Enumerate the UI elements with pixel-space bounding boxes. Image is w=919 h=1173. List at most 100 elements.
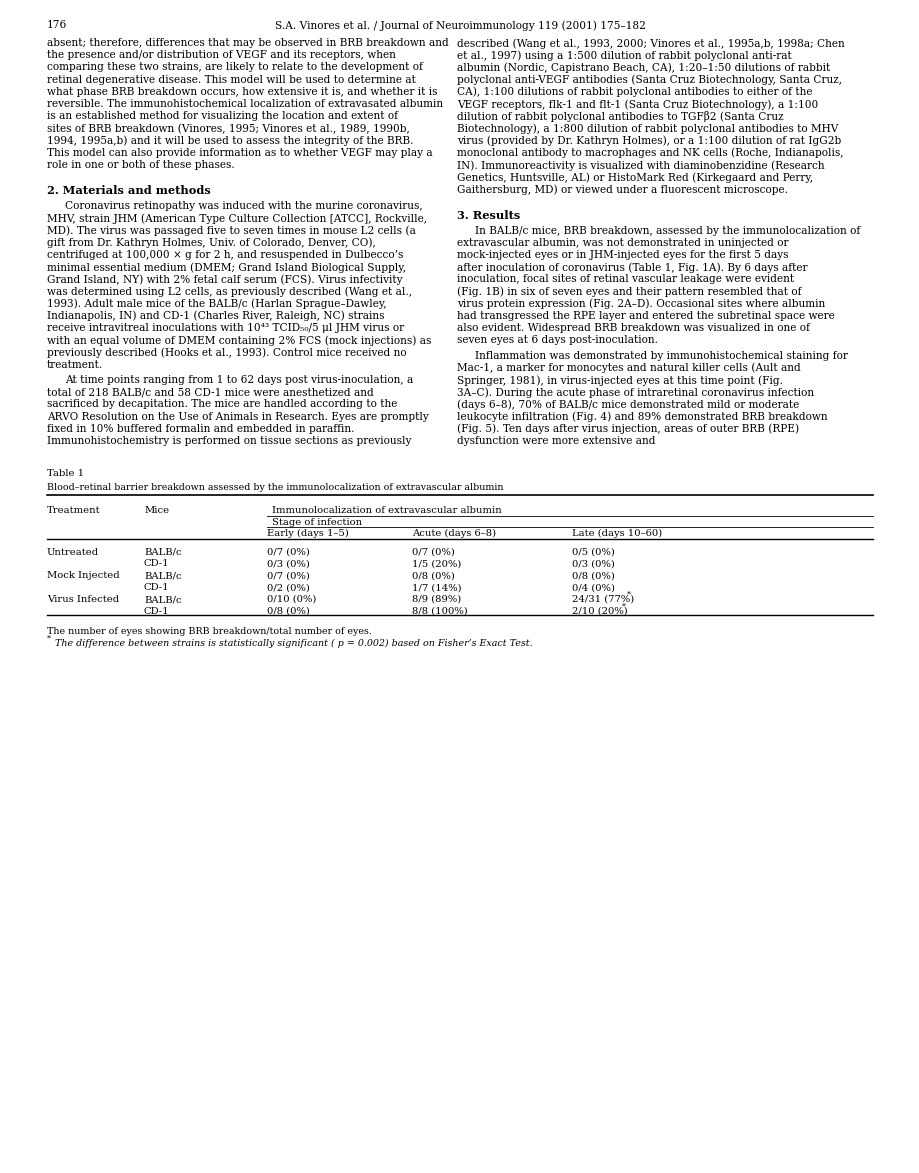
Text: Gaithersburg, MD) or viewed under a fluorescent microscope.: Gaithersburg, MD) or viewed under a fluo… <box>457 184 788 195</box>
Text: 0/10 (0%): 0/10 (0%) <box>267 595 316 604</box>
Text: BALB/c: BALB/c <box>144 571 181 581</box>
Text: inoculation, focal sites of retinal vascular leakage were evident: inoculation, focal sites of retinal vasc… <box>457 274 793 284</box>
Text: is an established method for visualizing the location and extent of: is an established method for visualizing… <box>47 111 398 121</box>
Text: (Fig. 1B) in six of seven eyes and their pattern resembled that of: (Fig. 1B) in six of seven eyes and their… <box>457 286 800 297</box>
Text: Mice: Mice <box>144 507 169 515</box>
Text: fixed in 10% buffered formalin and embedded in paraffin.: fixed in 10% buffered formalin and embed… <box>47 423 354 434</box>
Text: 176: 176 <box>47 20 67 30</box>
Text: Early (days 1–5): Early (days 1–5) <box>267 529 348 538</box>
Text: 3A–C). During the acute phase of intraretinal coronavirus infection: 3A–C). During the acute phase of intrare… <box>457 387 813 398</box>
Text: Coronavirus retinopathy was induced with the murine coronavirus,: Coronavirus retinopathy was induced with… <box>65 201 422 211</box>
Text: The number of eyes showing BRB breakdown/total number of eyes.: The number of eyes showing BRB breakdown… <box>47 626 371 636</box>
Text: comparing these two strains, are likely to relate to the development of: comparing these two strains, are likely … <box>47 62 423 73</box>
Text: 0/8 (0%): 0/8 (0%) <box>267 606 310 616</box>
Text: 2. Materials and methods: 2. Materials and methods <box>47 185 210 196</box>
Text: Stage of infection: Stage of infection <box>272 517 362 527</box>
Text: 8/8 (100%): 8/8 (100%) <box>412 606 467 616</box>
Text: Virus Infected: Virus Infected <box>47 595 119 604</box>
Text: the presence and/or distribution of VEGF and its receptors, when: the presence and/or distribution of VEGF… <box>47 50 395 60</box>
Text: CD-1: CD-1 <box>144 583 169 592</box>
Text: Table 1: Table 1 <box>47 469 84 479</box>
Text: 0/7 (0%): 0/7 (0%) <box>267 571 310 581</box>
Text: MD). The virus was passaged five to seven times in mouse L2 cells (a: MD). The virus was passaged five to seve… <box>47 225 415 236</box>
Text: 0/3 (0%): 0/3 (0%) <box>572 560 614 569</box>
Text: 0/3 (0%): 0/3 (0%) <box>267 560 310 569</box>
Text: *: * <box>627 591 630 599</box>
Text: At time points ranging from 1 to 62 days post virus-inoculation, a: At time points ranging from 1 to 62 days… <box>65 375 413 385</box>
Text: Late (days 10–60): Late (days 10–60) <box>572 529 662 538</box>
Text: BALB/c: BALB/c <box>144 548 181 556</box>
Text: IN). Immunoreactivity is visualized with diaminobenzidine (Research: IN). Immunoreactivity is visualized with… <box>457 160 823 170</box>
Text: Treatment: Treatment <box>47 507 100 515</box>
Text: Genetics, Huntsville, AL) or HistoMark Red (Kirkegaard and Perry,: Genetics, Huntsville, AL) or HistoMark R… <box>457 172 812 183</box>
Text: 0/7 (0%): 0/7 (0%) <box>412 548 454 556</box>
Text: sites of BRB breakdown (Vinores, 1995; Vinores et al., 1989, 1990b,: sites of BRB breakdown (Vinores, 1995; V… <box>47 123 409 134</box>
Text: with an equal volume of DMEM containing 2% FCS (mock injections) as: with an equal volume of DMEM containing … <box>47 335 431 346</box>
Text: 24/31 (77%): 24/31 (77%) <box>572 595 633 604</box>
Text: dilution of rabbit polyclonal antibodies to TGFβ2 (Santa Cruz: dilution of rabbit polyclonal antibodies… <box>457 111 783 122</box>
Text: 0/7 (0%): 0/7 (0%) <box>267 548 310 556</box>
Text: Mac-1, a marker for monocytes and natural killer cells (Ault and: Mac-1, a marker for monocytes and natura… <box>457 362 800 373</box>
Text: retinal degenerative disease. This model will be used to determine at: retinal degenerative disease. This model… <box>47 75 415 84</box>
Text: 1/5 (20%): 1/5 (20%) <box>412 560 460 569</box>
Text: mock-injected eyes or in JHM-injected eyes for the first 5 days: mock-injected eyes or in JHM-injected ey… <box>457 250 788 260</box>
Text: (Fig. 5). Ten days after virus injection, areas of outer BRB (RPE): (Fig. 5). Ten days after virus injection… <box>457 423 799 434</box>
Text: absent; therefore, differences that may be observed in BRB breakdown and: absent; therefore, differences that may … <box>47 38 448 48</box>
Text: was determined using L2 cells, as previously described (Wang et al.,: was determined using L2 cells, as previo… <box>47 286 412 297</box>
Text: In BALB/c mice, BRB breakdown, assessed by the immunolocalization of: In BALB/c mice, BRB breakdown, assessed … <box>474 225 859 236</box>
Text: treatment.: treatment. <box>47 360 103 369</box>
Text: 2/10 (20%): 2/10 (20%) <box>572 606 627 616</box>
Text: This model can also provide information as to whether VEGF may play a: This model can also provide information … <box>47 148 432 158</box>
Text: CD-1: CD-1 <box>144 606 169 616</box>
Text: 1994, 1995a,b) and it will be used to assess the integrity of the BRB.: 1994, 1995a,b) and it will be used to as… <box>47 136 413 147</box>
Text: had transgressed the RPE layer and entered the subretinal space were: had transgressed the RPE layer and enter… <box>457 311 834 321</box>
Text: minimal essential medium (DMEM; Grand Island Biological Supply,: minimal essential medium (DMEM; Grand Is… <box>47 262 405 272</box>
Text: VEGF receptors, flk-1 and flt-1 (Santa Cruz Biotechnology), a 1:100: VEGF receptors, flk-1 and flt-1 (Santa C… <box>457 99 817 109</box>
Text: 8/9 (89%): 8/9 (89%) <box>412 595 460 604</box>
Text: S.A. Vinores et al. / Journal of Neuroimmunology 119 (2001) 175–182: S.A. Vinores et al. / Journal of Neuroim… <box>274 20 645 30</box>
Text: CD-1: CD-1 <box>144 560 169 569</box>
Text: Biotechnology), a 1:800 dilution of rabbit polyclonal antibodies to MHV: Biotechnology), a 1:800 dilution of rabb… <box>457 123 837 134</box>
Text: sacrificed by decapitation. The mice are handled according to the: sacrificed by decapitation. The mice are… <box>47 399 397 409</box>
Text: 0/2 (0%): 0/2 (0%) <box>267 583 310 592</box>
Text: extravascular albumin, was not demonstrated in uninjected or: extravascular albumin, was not demonstra… <box>457 238 788 248</box>
Text: 0/8 (0%): 0/8 (0%) <box>412 571 454 581</box>
Text: leukocyte infiltration (Fig. 4) and 89% demonstrated BRB breakdown: leukocyte infiltration (Fig. 4) and 89% … <box>457 412 827 422</box>
Text: (days 6–8), 70% of BALB/c mice demonstrated mild or moderate: (days 6–8), 70% of BALB/c mice demonstra… <box>457 399 799 409</box>
Text: 1993). Adult male mice of the BALB/c (Harlan Sprague–Dawley,: 1993). Adult male mice of the BALB/c (Ha… <box>47 299 386 310</box>
Text: BALB/c: BALB/c <box>144 595 181 604</box>
Text: CA), 1:100 dilutions of rabbit polyclonal antibodies to either of the: CA), 1:100 dilutions of rabbit polyclona… <box>457 87 811 97</box>
Text: reversible. The immunohistochemical localization of extravasated albumin: reversible. The immunohistochemical loca… <box>47 99 443 109</box>
Text: Grand Island, NY) with 2% fetal calf serum (FCS). Virus infectivity: Grand Island, NY) with 2% fetal calf ser… <box>47 274 403 285</box>
Text: what phase BRB breakdown occurs, how extensive it is, and whether it is: what phase BRB breakdown occurs, how ext… <box>47 87 437 97</box>
Text: Untreated: Untreated <box>47 548 99 556</box>
Text: receive intravitreal inoculations with 10⁴³ TCID₅₀/5 μl JHM virus or: receive intravitreal inoculations with 1… <box>47 323 403 333</box>
Text: 0/8 (0%): 0/8 (0%) <box>572 571 614 581</box>
Text: *: * <box>621 603 625 611</box>
Text: described (Wang et al., 1993, 2000; Vinores et al., 1995a,b, 1998a; Chen: described (Wang et al., 1993, 2000; Vino… <box>457 38 844 48</box>
Text: virus protein expression (Fig. 2A–D). Occasional sites where albumin: virus protein expression (Fig. 2A–D). Oc… <box>457 299 824 310</box>
Text: after inoculation of coronavirus (Table 1, Fig. 1A). By 6 days after: after inoculation of coronavirus (Table … <box>457 262 807 272</box>
Text: 1/7 (14%): 1/7 (14%) <box>412 583 461 592</box>
Text: Blood–retinal barrier breakdown assessed by the immunolocalization of extravascu: Blood–retinal barrier breakdown assessed… <box>47 483 503 491</box>
Text: also evident. Widespread BRB breakdown was visualized in one of: also evident. Widespread BRB breakdown w… <box>457 323 809 333</box>
Text: total of 218 BALB/c and 58 CD-1 mice were anesthetized and: total of 218 BALB/c and 58 CD-1 mice wer… <box>47 387 373 398</box>
Text: MHV, strain JHM (American Type Culture Collection [ATCC], Rockville,: MHV, strain JHM (American Type Culture C… <box>47 213 426 224</box>
Text: albumin (Nordic, Capistrano Beach, CA), 1:20–1:50 dilutions of rabbit: albumin (Nordic, Capistrano Beach, CA), … <box>457 62 829 73</box>
Text: Springer, 1981), in virus-injected eyes at this time point (Fig.: Springer, 1981), in virus-injected eyes … <box>457 375 782 386</box>
Text: dysfunction were more extensive and: dysfunction were more extensive and <box>457 436 655 446</box>
Text: *: * <box>47 635 51 643</box>
Text: Immunohistochemistry is performed on tissue sections as previously: Immunohistochemistry is performed on tis… <box>47 436 411 446</box>
Text: Acute (days 6–8): Acute (days 6–8) <box>412 529 495 538</box>
Text: Immunolocalization of extravascular albumin: Immunolocalization of extravascular albu… <box>272 507 501 515</box>
Text: ARVO Resolution on the Use of Animals in Research. Eyes are promptly: ARVO Resolution on the Use of Animals in… <box>47 412 428 421</box>
Text: Indianapolis, IN) and CD-1 (Charles River, Raleigh, NC) strains: Indianapolis, IN) and CD-1 (Charles Rive… <box>47 311 384 321</box>
Text: virus (provided by Dr. Kathryn Holmes), or a 1:100 dilution of rat IgG2b: virus (provided by Dr. Kathryn Holmes), … <box>457 136 840 147</box>
Text: et al., 1997) using a 1:500 dilution of rabbit polyclonal anti-rat: et al., 1997) using a 1:500 dilution of … <box>457 50 791 61</box>
Text: previously described (Hooks et al., 1993). Control mice received no: previously described (Hooks et al., 1993… <box>47 347 406 358</box>
Text: Mock Injected: Mock Injected <box>47 571 119 581</box>
Text: 0/5 (0%): 0/5 (0%) <box>572 548 614 556</box>
Text: role in one or both of these phases.: role in one or both of these phases. <box>47 160 234 170</box>
Text: The difference between strains is statistically significant ( p = 0.002) based o: The difference between strains is statis… <box>55 639 532 647</box>
Text: monoclonal antibody to macrophages and NK cells (Roche, Indianapolis,: monoclonal antibody to macrophages and N… <box>457 148 843 158</box>
